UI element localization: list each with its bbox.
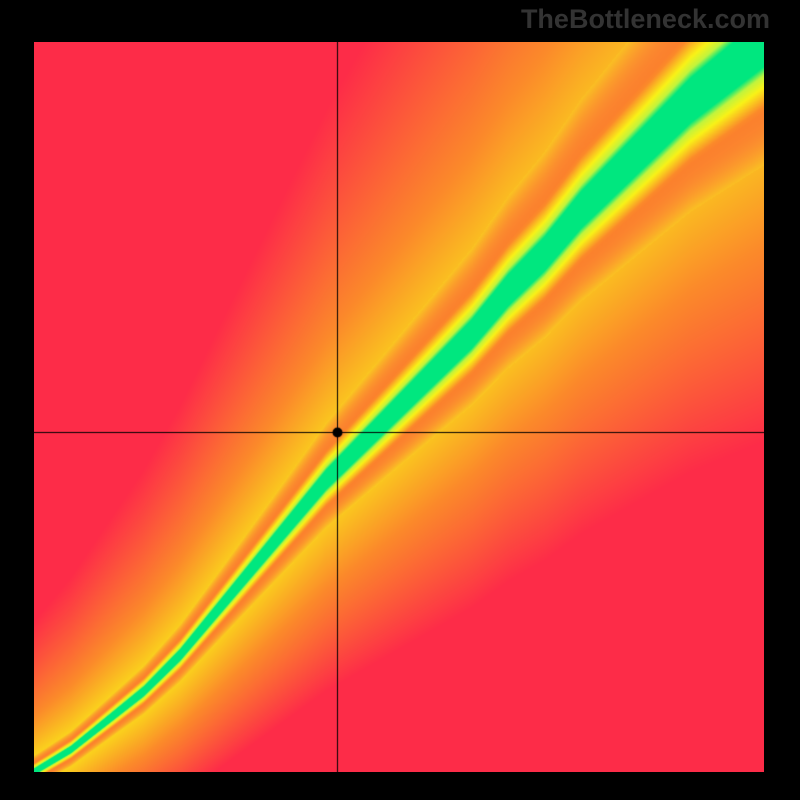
watermark-text: TheBottleneck.com (521, 4, 770, 35)
heatmap-plot (34, 42, 764, 772)
chart-container: TheBottleneck.com (0, 0, 800, 800)
